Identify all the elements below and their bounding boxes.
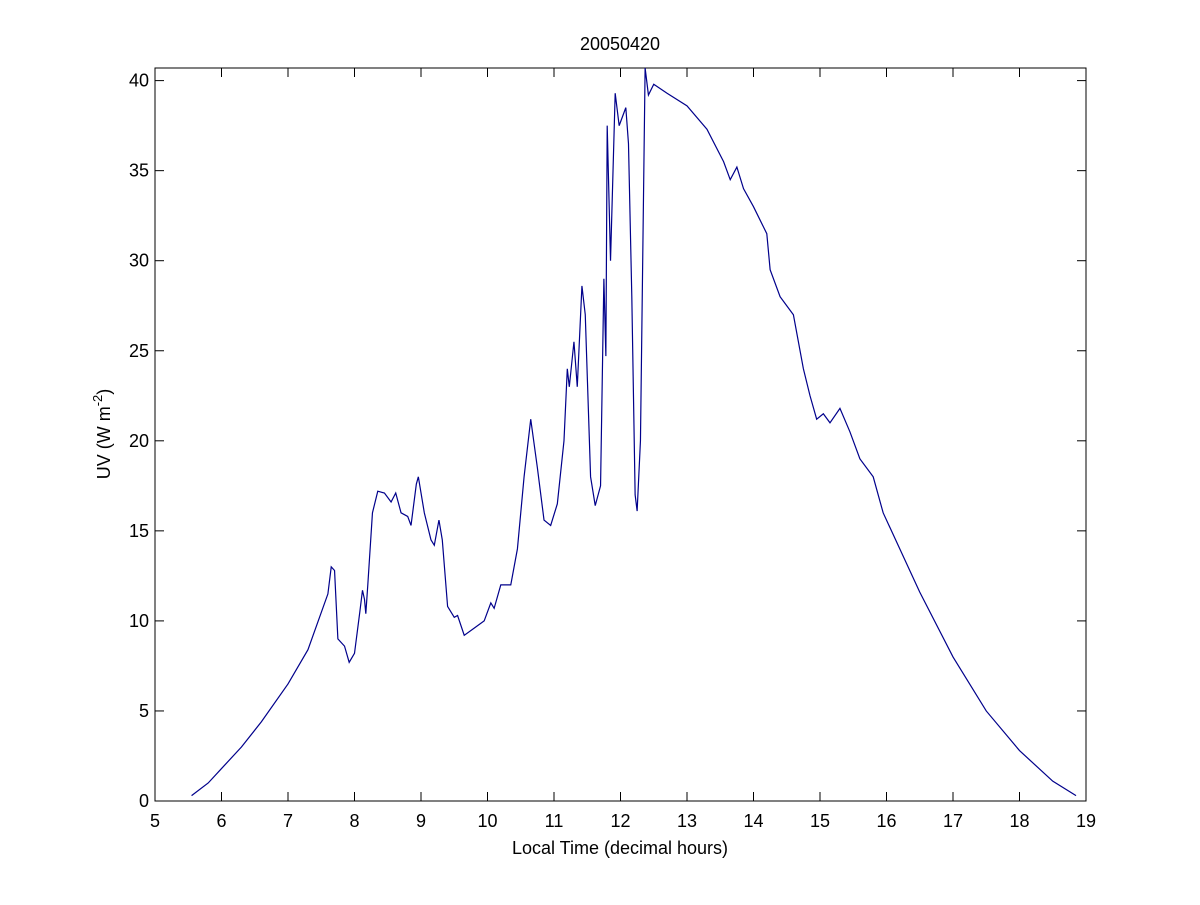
x-tick-label: 13 bbox=[677, 811, 697, 831]
y-tick-label: 25 bbox=[129, 341, 149, 361]
y-tick-label: 30 bbox=[129, 251, 149, 271]
x-tick-label: 8 bbox=[349, 811, 359, 831]
y-tick-label: 40 bbox=[129, 71, 149, 91]
x-tick-label: 10 bbox=[477, 811, 497, 831]
x-tick-label: 15 bbox=[810, 811, 830, 831]
y-tick-label: 35 bbox=[129, 161, 149, 181]
x-axis-label: Local Time (decimal hours) bbox=[512, 838, 728, 858]
y-tick-label: 15 bbox=[129, 521, 149, 541]
x-tick-label: 7 bbox=[283, 811, 293, 831]
y-axis-label: UV (W m-2) bbox=[90, 389, 114, 480]
chart-title: 20050420 bbox=[580, 34, 660, 54]
y-label-end: ) bbox=[94, 389, 114, 395]
x-tick-label: 17 bbox=[943, 811, 963, 831]
x-tick-label: 16 bbox=[876, 811, 896, 831]
y-tick-label: 0 bbox=[139, 791, 149, 811]
x-tick-label: 18 bbox=[1009, 811, 1029, 831]
x-tick-label: 9 bbox=[416, 811, 426, 831]
x-tick-label: 11 bbox=[545, 811, 564, 831]
x-tick-label: 6 bbox=[216, 811, 226, 831]
y-label-sup: -2 bbox=[90, 395, 105, 407]
x-tick-label: 5 bbox=[150, 811, 160, 831]
y-label-base: UV (W m bbox=[94, 406, 114, 479]
x-tick-label: 19 bbox=[1076, 811, 1096, 831]
x-tick-label: 12 bbox=[610, 811, 630, 831]
y-tick-label: 5 bbox=[139, 701, 149, 721]
data-line bbox=[191, 67, 1077, 797]
y-tick-label: 10 bbox=[129, 611, 149, 631]
y-tick-label: 20 bbox=[129, 431, 149, 451]
x-tick-label: 14 bbox=[743, 811, 763, 831]
